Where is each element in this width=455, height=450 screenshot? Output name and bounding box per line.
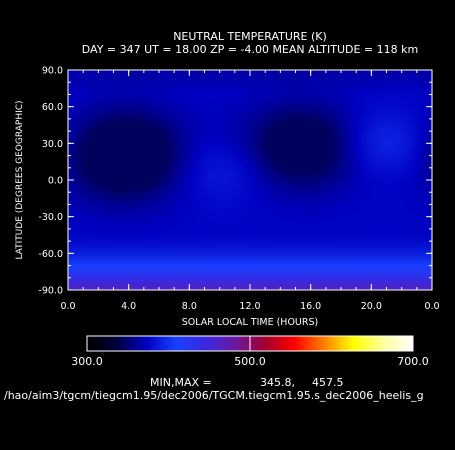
x-tick-label: 20.0 (361, 301, 382, 312)
x-tick-label: 4.0 (121, 301, 136, 312)
colorbar-tick-label: 700.0 (397, 355, 429, 368)
y-tick-label: 30.0 (42, 139, 63, 150)
file-path: /hao/aim3/tgcm/tiegcm1.95/dec2006/TGCM.t… (4, 389, 424, 402)
min-value: 345.8, (260, 376, 295, 389)
y-axis-ticks: 90.0 60.0 30.0 0.0 -30.0 -60.0 -90.0 (38, 66, 432, 297)
chart-subtitle: DAY = 347 UT = 18.00 ZP = -4.00 MEAN ALT… (82, 43, 418, 56)
colorbar-tick-label: 500.0 (234, 355, 266, 368)
chart-title: NEUTRAL TEMPERATURE (K) (173, 30, 327, 43)
y-tick-label: 0.0 (48, 176, 63, 187)
y-axis-label: LATITUDE (DEGREES GEOGRAPHIC) (15, 100, 25, 259)
max-value: 457.5 (312, 376, 344, 389)
y-tick-label: -30.0 (38, 212, 63, 223)
x-tick-label: 12.0 (239, 301, 260, 312)
x-tick-label: 8.0 (182, 301, 197, 312)
x-tick-label: 0.0 (424, 301, 439, 312)
y-tick-label: 90.0 (42, 66, 63, 77)
heatmap-area (67, 69, 433, 291)
x-axis-ticks: 0.0 4.0 8.0 12.0 16.0 20.0 0.0 (60, 70, 440, 312)
y-tick-label: -60.0 (38, 249, 63, 260)
y-tick-label: -90.0 (38, 286, 63, 297)
x-axis-label: SOLAR LOCAL TIME (HOURS) (182, 317, 318, 328)
colorbar-tick-label: 300.0 (71, 355, 103, 368)
colorbar-tick-labels: 300.0 500.0 700.0 (71, 355, 429, 368)
colorbar (86, 335, 414, 352)
x-tick-label: 16.0 (300, 301, 321, 312)
y-tick-label: 60.0 (42, 102, 63, 113)
min-max-label: MIN,MAX = (150, 376, 212, 389)
x-tick-label: 0.0 (60, 301, 75, 312)
